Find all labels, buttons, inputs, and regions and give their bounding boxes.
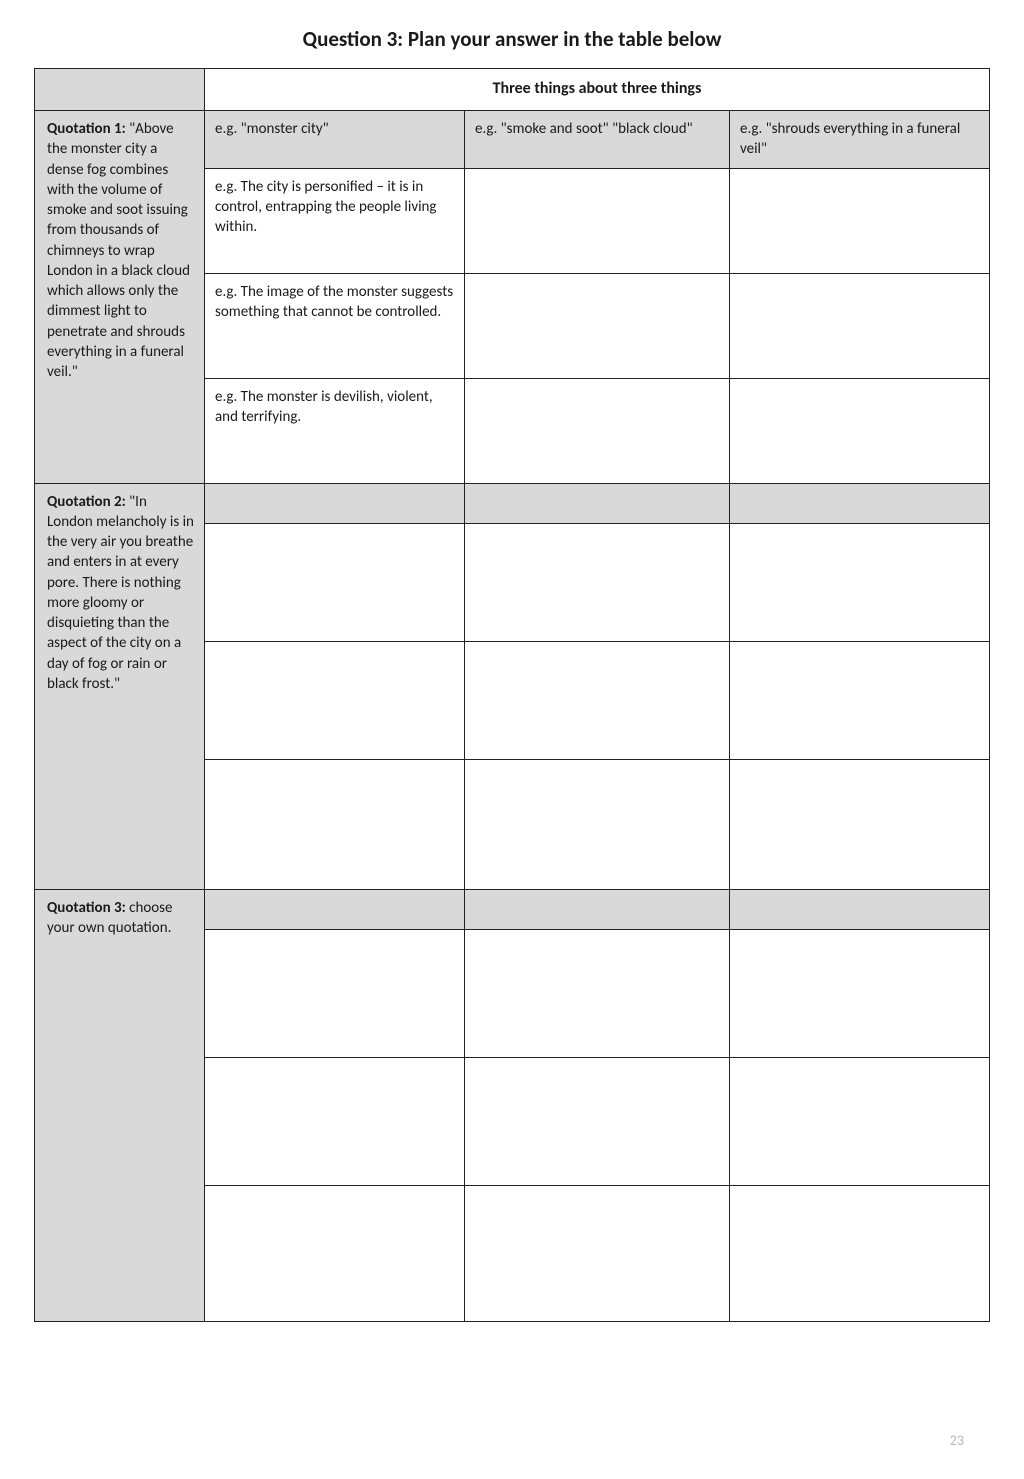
q3-r1-c2 — [205, 889, 465, 929]
q2-r1-c3 — [465, 483, 730, 523]
q3-r2-c2 — [205, 929, 465, 1057]
q2-r2-c2 — [205, 523, 465, 641]
q1-rowhead: Quotation 1: "Above the monster city a d… — [35, 111, 205, 484]
q2-text: "In London melancholy is in the very air… — [47, 493, 194, 693]
q1-r3-c2: e.g. The image of the monster suggests s… — [205, 273, 465, 378]
q1-r1-c4: e.g. "shrouds everything in a funeral ve… — [730, 111, 990, 169]
q2-r2-c3 — [465, 523, 730, 641]
q2-r4-c3 — [465, 759, 730, 889]
q2-r4-c4 — [730, 759, 990, 889]
q2-r3-c2 — [205, 641, 465, 759]
q1-row1: Quotation 1: "Above the monster city a d… — [35, 111, 990, 169]
q3-r2-c3 — [465, 929, 730, 1057]
q1-label: Quotation 1: — [47, 120, 126, 138]
table-header: Three things about three things — [205, 69, 990, 111]
q2-r3-c3 — [465, 641, 730, 759]
q1-r2-c2: e.g. The city is personified – it is in … — [205, 168, 465, 273]
planning-table: Three things about three things Quotatio… — [34, 68, 990, 1322]
q1-r4-c2: e.g. The monster is devilish, violent, a… — [205, 378, 465, 483]
header-blank-cell — [35, 69, 205, 111]
q2-r1-c2 — [205, 483, 465, 523]
q1-r1-c3: e.g. "smoke and soot" "black cloud" — [465, 111, 730, 169]
table-header-row: Three things about three things — [35, 69, 990, 111]
q3-label: Quotation 3: — [47, 899, 126, 917]
q2-r4-c2 — [205, 759, 465, 889]
q1-r3-c3 — [465, 273, 730, 378]
q2-rowhead: Quotation 2: "In London melancholy is in… — [35, 483, 205, 889]
q1-r4-c4 — [730, 378, 990, 483]
q1-r3-c4 — [730, 273, 990, 378]
q2-label: Quotation 2: — [47, 493, 129, 511]
q3-r4-c2 — [205, 1185, 465, 1321]
q3-r3-c2 — [205, 1057, 465, 1185]
q1-r2-c3 — [465, 168, 730, 273]
q3-r1-c3 — [465, 889, 730, 929]
q3-r2-c4 — [730, 929, 990, 1057]
q3-r4-c4 — [730, 1185, 990, 1321]
q3-r4-c3 — [465, 1185, 730, 1321]
q3-r3-c4 — [730, 1057, 990, 1185]
q3-row1: Quotation 3: choose your own quotation. — [35, 889, 990, 929]
q1-r4-c3 — [465, 378, 730, 483]
page-number: 23 — [950, 1432, 964, 1449]
q3-rowhead: Quotation 3: choose your own quotation. — [35, 889, 205, 1321]
q3-r1-c4 — [730, 889, 990, 929]
q3-r3-c3 — [465, 1057, 730, 1185]
q1-text: "Above the monster city a dense fog comb… — [47, 120, 190, 381]
page: Question 3: Plan your answer in the tabl… — [0, 0, 1024, 1479]
q2-r2-c4 — [730, 523, 990, 641]
q2-row1: Quotation 2: "In London melancholy is in… — [35, 483, 990, 523]
q2-r1-c4 — [730, 483, 990, 523]
page-title: Question 3: Plan your answer in the tabl… — [34, 26, 990, 52]
q2-r3-c4 — [730, 641, 990, 759]
q1-r1-c2: e.g. "monster city" — [205, 111, 465, 169]
q1-r2-c4 — [730, 168, 990, 273]
